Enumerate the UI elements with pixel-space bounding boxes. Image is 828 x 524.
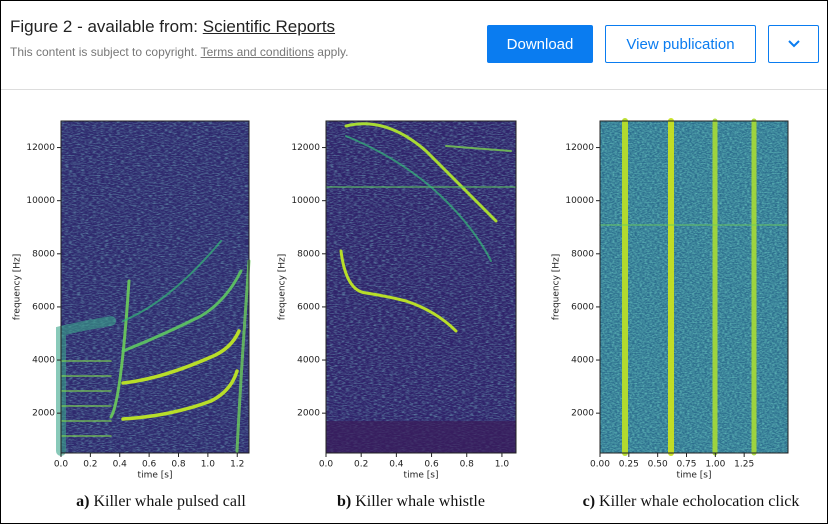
x-tick-label: 0.4 bbox=[389, 460, 404, 470]
caption: b)Killer whale whistle bbox=[337, 493, 485, 510]
x-tick-label: 0.75 bbox=[676, 460, 696, 470]
x-tick-label: 0.6 bbox=[424, 460, 439, 470]
figure: 0.0 0.2 0.4 0.6 0.8 1.0 1.2 2000 4000 6000 8000 100… bbox=[1, 90, 827, 523]
caption-text: Killer whale whistle bbox=[355, 493, 485, 510]
caption-letter: b) bbox=[337, 493, 351, 510]
caption: a)Killer whale pulsed call bbox=[76, 493, 246, 510]
y-tick-label: 6000 bbox=[571, 302, 594, 312]
x-tick-label: 0.00 bbox=[590, 460, 610, 470]
y-tick-label: 12000 bbox=[291, 143, 320, 153]
x-tick-label: 1.0 bbox=[201, 460, 216, 470]
notice-text: apply. bbox=[317, 45, 348, 59]
x-tick-label: 0.2 bbox=[354, 460, 368, 470]
x-tick-label: 1.0 bbox=[495, 460, 510, 470]
dropdown-button[interactable] bbox=[768, 25, 819, 63]
caption-text: Killer whale echolocation click bbox=[599, 493, 799, 510]
y-tick-label: 12000 bbox=[26, 143, 55, 153]
y-tick-label: 8000 bbox=[571, 249, 594, 259]
y-axis-label: frequency [Hz] bbox=[13, 254, 23, 321]
terms-link[interactable]: Terms and conditions bbox=[201, 45, 314, 59]
x-tick-label: 0.50 bbox=[648, 460, 668, 470]
y-tick-label: 10000 bbox=[26, 196, 55, 206]
x-tick-label: 0.25 bbox=[619, 460, 639, 470]
y-tick-label: 10000 bbox=[291, 196, 320, 206]
y-tick-label: 2000 bbox=[571, 409, 594, 419]
x-tick-label: 0.8 bbox=[460, 460, 475, 470]
chevron bbox=[787, 39, 801, 49]
view-publication-button[interactable]: View publication bbox=[605, 25, 756, 63]
y-tick-label: 6000 bbox=[297, 302, 320, 312]
notice: This content is subject to copyright. Te… bbox=[10, 45, 348, 59]
caption-letter: a) bbox=[76, 493, 89, 510]
x-tick-label: 0.6 bbox=[142, 460, 157, 470]
spectrogram bbox=[326, 121, 516, 453]
title: Figure 2 - available from: Scientific Re… bbox=[10, 17, 335, 37]
x-axis-label: time [s] bbox=[138, 471, 173, 481]
y-tick-label: 8000 bbox=[32, 249, 55, 259]
download-button[interactable]: Download bbox=[487, 25, 593, 63]
y-tick-label: 6000 bbox=[32, 302, 55, 312]
y-tick-label: 2000 bbox=[297, 409, 320, 419]
y-tick-label: 4000 bbox=[297, 356, 320, 366]
y-tick-label: 4000 bbox=[571, 356, 594, 366]
x-tick-label: 1.25 bbox=[734, 460, 754, 470]
x-tick-label: 1.2 bbox=[230, 460, 244, 470]
x-axis-label: time [s] bbox=[677, 471, 712, 481]
title-text: Figure 2 - available from: bbox=[10, 17, 198, 36]
spectrogram-noise bbox=[61, 121, 249, 453]
x-tick-label: 1.00 bbox=[705, 460, 725, 470]
y-tick-label: 8000 bbox=[297, 249, 320, 259]
spectrogram bbox=[61, 121, 249, 453]
notice-text: This content is subject to copyright. bbox=[10, 45, 197, 59]
page: Figure 2 - available from: Scientific Re… bbox=[0, 0, 828, 524]
spectrogram-feature bbox=[326, 421, 516, 453]
x-tick-label: 0.2 bbox=[83, 460, 97, 470]
caption-letter: c) bbox=[583, 493, 595, 510]
source-link[interactable]: Scientific Reports bbox=[203, 17, 335, 36]
y-axis-label: frequency [Hz] bbox=[552, 254, 562, 321]
x-tick-label: 0.4 bbox=[113, 460, 128, 470]
y-tick-label: 2000 bbox=[32, 409, 55, 419]
x-tick-label: 0.0 bbox=[54, 460, 69, 470]
x-tick-label: 0.8 bbox=[171, 460, 186, 470]
y-axis-label: frequency [Hz] bbox=[278, 254, 288, 321]
spectrogram-noise bbox=[600, 121, 788, 453]
caption-text: Killer whale pulsed call bbox=[93, 493, 246, 510]
y-tick-label: 4000 bbox=[32, 356, 55, 366]
spectrogram bbox=[600, 121, 788, 453]
x-axis-label: time [s] bbox=[404, 471, 439, 481]
y-tick-label: 10000 bbox=[565, 196, 594, 206]
x-tick-label: 0.0 bbox=[319, 460, 334, 470]
y-tick-label: 12000 bbox=[565, 143, 594, 153]
caption: c)Killer whale echolocation click bbox=[583, 493, 800, 510]
